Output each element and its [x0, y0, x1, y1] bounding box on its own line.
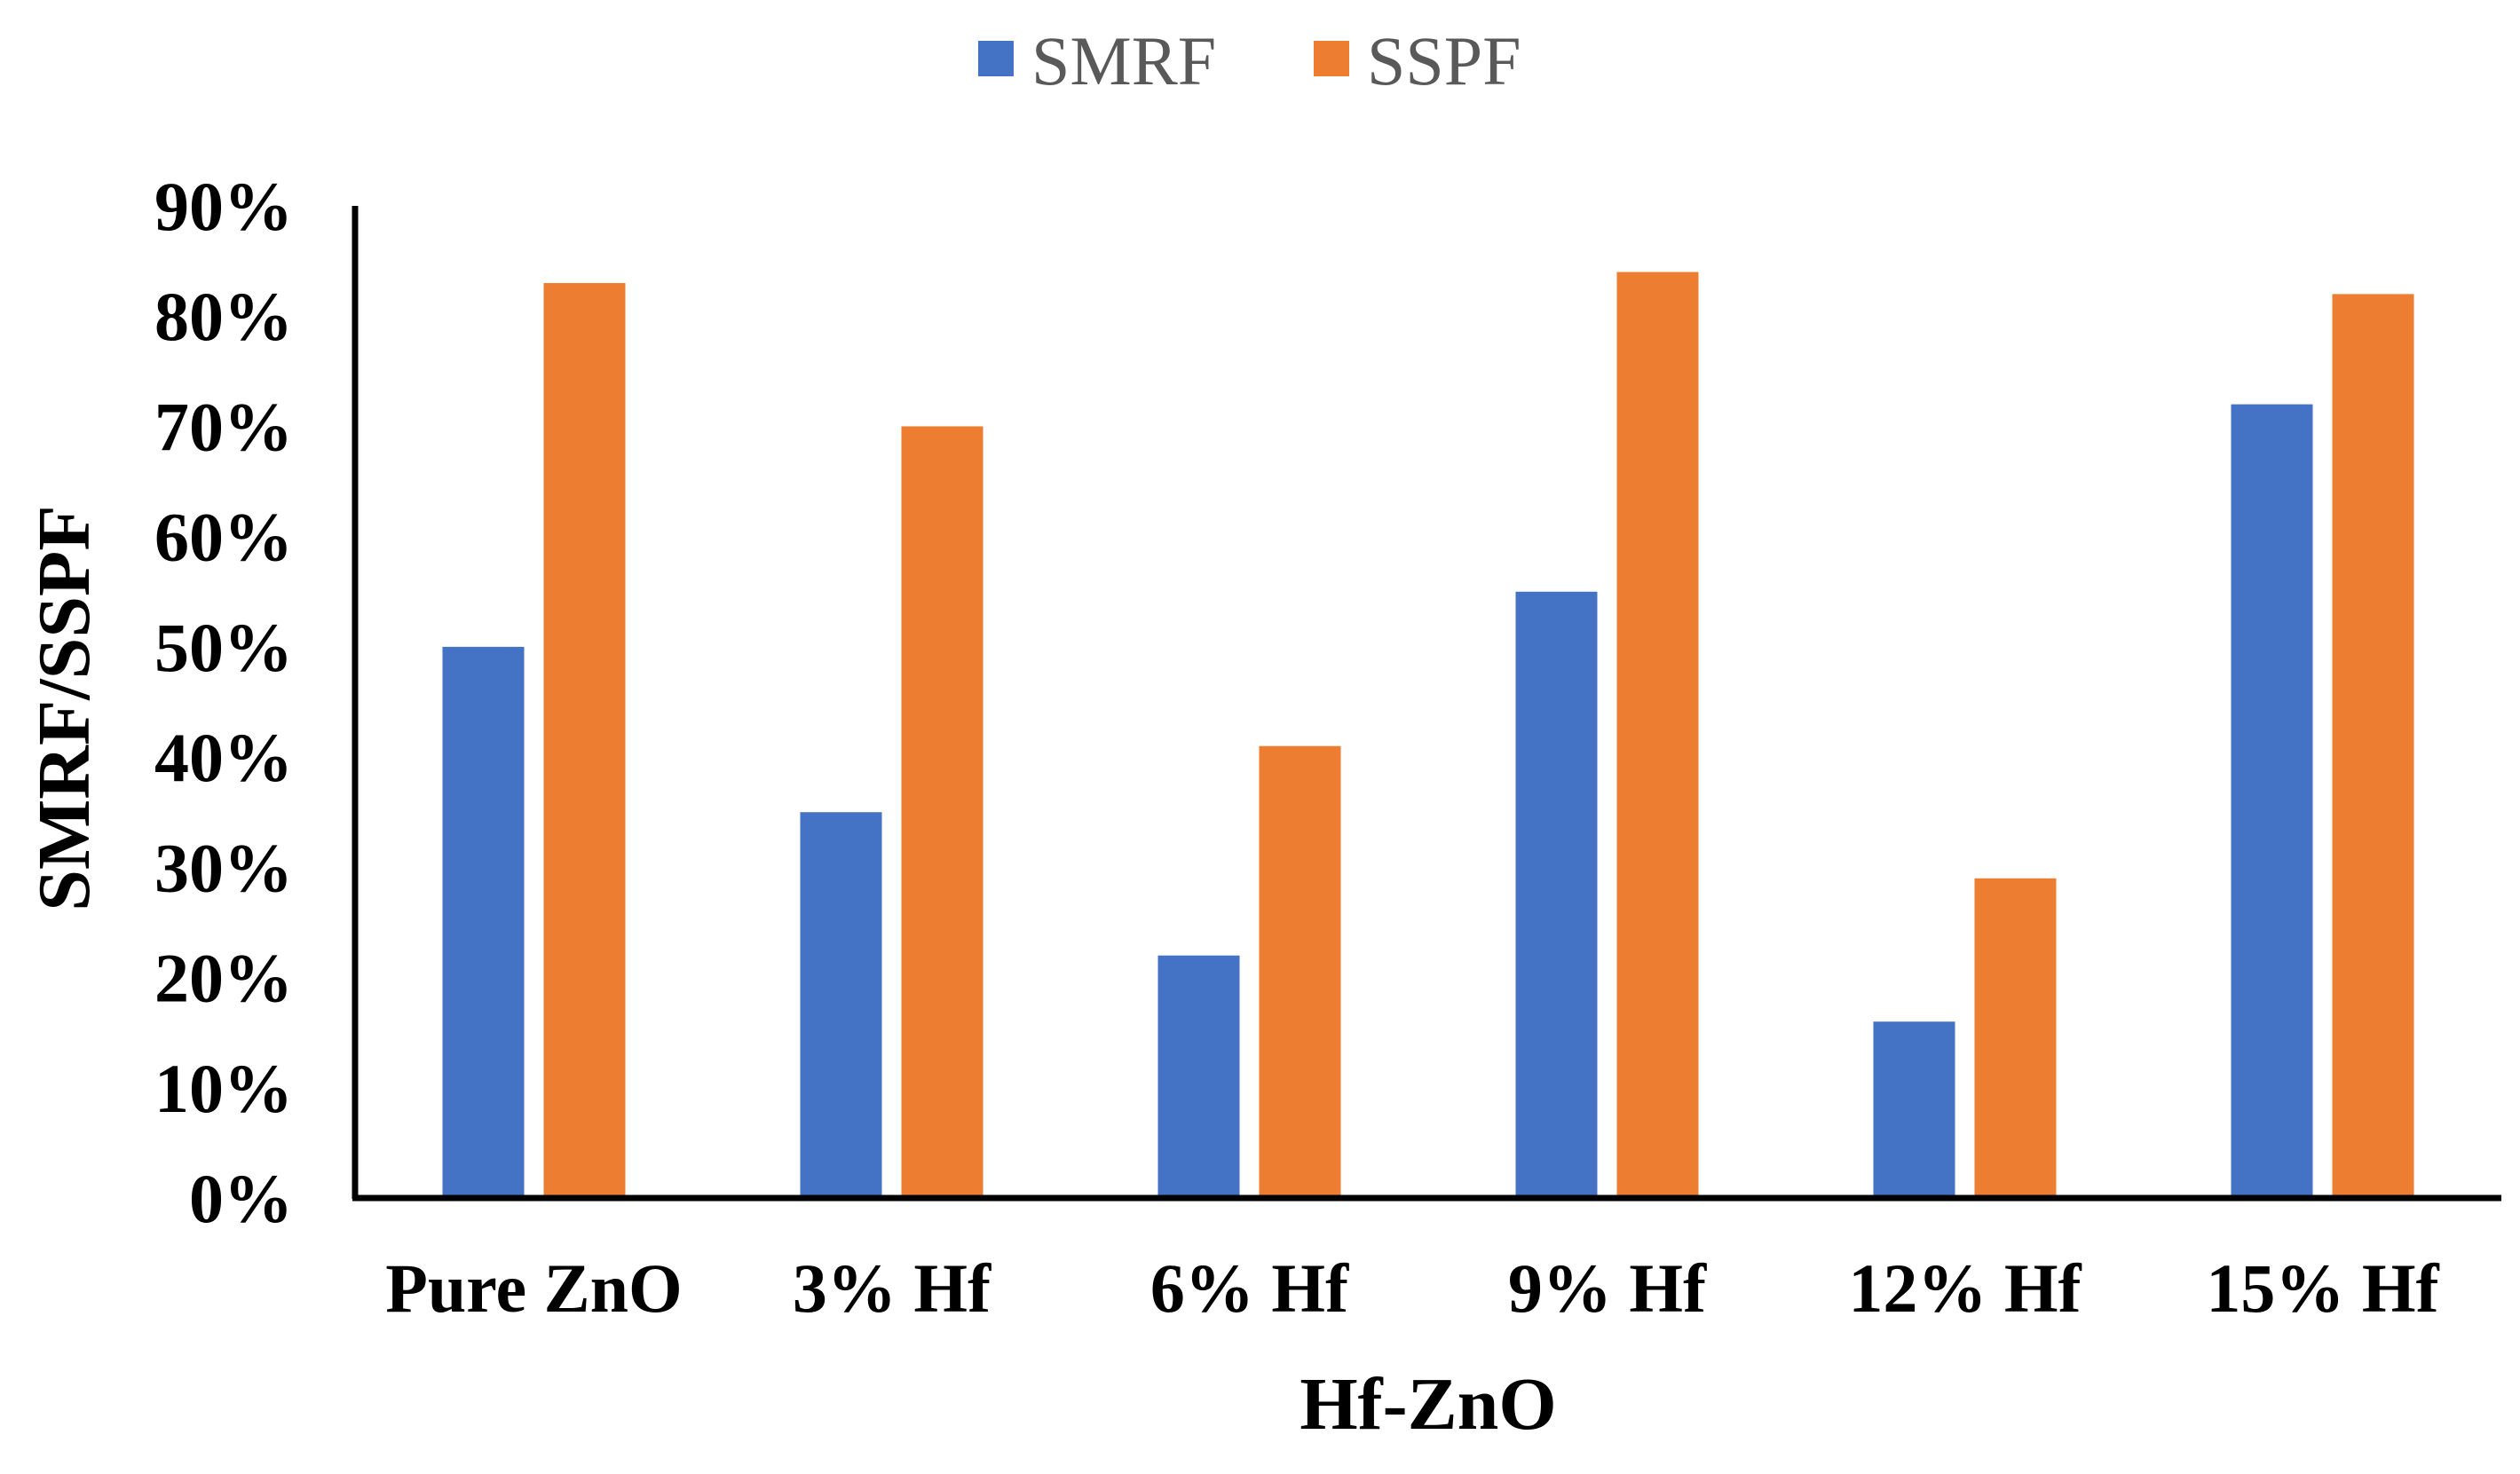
y-tick-label: 30% — [154, 829, 293, 906]
y-tick-label: 50% — [154, 609, 293, 686]
bar-sspf-6-hf — [1259, 745, 1341, 1198]
y-tick-label: 10% — [154, 1050, 293, 1127]
bar-smrf-6-hf — [1157, 955, 1240, 1198]
x-tick-label: 15% Hf — [2206, 1249, 2439, 1327]
x-axis-title: Hf-ZnO — [1299, 1363, 1556, 1446]
y-axis-ticks: 0% 10% 20% 30% 40% 50% 60% 70% 80% 90% — [154, 168, 293, 1237]
legend-swatch-smrf — [978, 41, 1014, 76]
y-tick-label: 90% — [154, 168, 293, 245]
x-tick-label: Pure ZnO — [385, 1249, 682, 1327]
y-tick-label: 40% — [154, 719, 293, 796]
x-tick-label: 12% Hf — [1848, 1249, 2082, 1327]
bar-sspf-pure-zno — [543, 282, 626, 1198]
y-tick-label: 20% — [154, 940, 293, 1017]
x-axis-ticks: Pure ZnO 3% Hf 6% Hf 9% Hf 12% Hf 15% Hf — [385, 1249, 2439, 1327]
legend-swatch-sspf — [1314, 41, 1349, 76]
bars — [442, 272, 2414, 1199]
x-tick-label: 3% Hf — [793, 1249, 991, 1327]
legend-label-sspf: SSPF — [1367, 22, 1521, 99]
bar-smrf-3-hf — [800, 812, 882, 1198]
bar-sspf-15-hf — [2332, 294, 2414, 1198]
bar-sspf-3-hf — [901, 426, 984, 1198]
y-tick-label: 80% — [154, 278, 293, 355]
legend-label-smrf: SMRF — [1031, 22, 1216, 99]
bar-sspf-12-hf — [1974, 878, 2057, 1198]
y-tick-label: 0% — [189, 1160, 293, 1237]
y-axis-title: SMRF/SSPF — [23, 505, 106, 910]
bar-smrf-15-hf — [2231, 404, 2313, 1199]
legend: SMRF SSPF — [978, 22, 1521, 99]
x-tick-label: 9% Hf — [1508, 1249, 1707, 1327]
y-tick-label: 70% — [154, 388, 293, 465]
bar-smrf-9-hf — [1515, 591, 1598, 1198]
bar-sspf-9-hf — [1616, 272, 1699, 1198]
x-tick-label: 6% Hf — [1150, 1249, 1349, 1327]
y-tick-label: 60% — [154, 499, 293, 576]
bar-smrf-pure-zno — [442, 646, 525, 1198]
bar-smrf-12-hf — [1873, 1021, 1955, 1198]
